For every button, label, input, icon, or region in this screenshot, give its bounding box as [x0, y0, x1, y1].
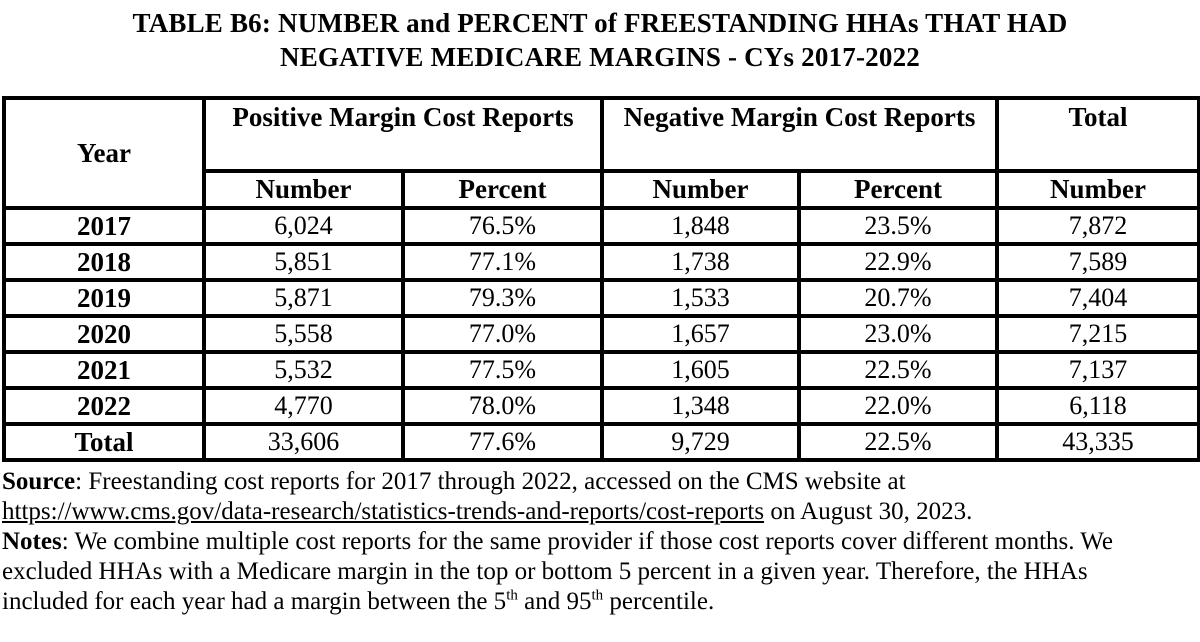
table-row-2022: 2022 4,770 78.0% 1,348 22.0% 6,118 [2, 386, 1200, 426]
source-line-1: Source: Freestanding cost reports for 20… [2, 467, 1200, 497]
neg-percent-cell: 22.5% [797, 350, 1000, 390]
subheader-positive-percent: Percent [400, 169, 605, 210]
notes-text-3c: percentile. [603, 588, 715, 615]
notes-text-1: : We combine multiple cost reports for t… [61, 528, 1113, 555]
pos-number-cell: 4,770 [202, 386, 405, 426]
subheader-total-number: Number [995, 169, 1200, 210]
pos-number-cell: 5,532 [202, 350, 405, 390]
pos-number-cell: 5,871 [202, 278, 405, 318]
year-cell: 2018 [2, 242, 206, 282]
total-number-cell: 7,137 [995, 350, 1200, 390]
pos-percent-cell: 77.1% [400, 242, 605, 282]
notes-text-3a: included for each year had a margin betw… [2, 588, 507, 615]
table-row-2018: 2018 5,851 77.1% 1,738 22.9% 7,589 [2, 242, 1200, 282]
neg-number-cell: 9,729 [600, 422, 802, 462]
neg-number-cell: 1,533 [600, 278, 802, 318]
notes-text-2: excluded HHAs with a Medicare margin in … [2, 558, 1088, 585]
notes-superscript-5th: th [506, 587, 518, 604]
pos-percent-cell: 77.5% [400, 350, 605, 390]
table-title: TABLE B6: NUMBER and PERCENT of FREESTAN… [0, 0, 1200, 74]
notes-line-3: included for each year had a margin betw… [2, 587, 1200, 617]
neg-percent-cell: 20.7% [797, 278, 1000, 318]
pos-number-cell: 6,024 [202, 206, 405, 246]
notes-line-2: excluded HHAs with a Medicare margin in … [2, 557, 1200, 587]
pos-percent-cell: 77.6% [400, 422, 605, 462]
source-line-2: https://www.cms.gov/data-research/statis… [2, 497, 1200, 527]
neg-number-cell: 1,657 [600, 314, 802, 354]
total-number-cell: 7,872 [995, 206, 1200, 246]
subheader-negative-percent: Percent [797, 169, 1000, 210]
total-number-cell: 7,404 [995, 278, 1200, 318]
neg-percent-cell: 22.9% [797, 242, 1000, 282]
table-row-2020: 2020 5,558 77.0% 1,657 23.0% 7,215 [2, 314, 1200, 354]
header-sub-row: Number Percent Number Percent Number [4, 169, 1200, 210]
source-access-date: on August 30, 2023. [764, 498, 973, 525]
neg-percent-cell: 22.0% [797, 386, 1000, 426]
neg-percent-cell: 23.5% [797, 206, 1000, 246]
neg-number-cell: 1,348 [600, 386, 802, 426]
neg-percent-cell: 23.0% [797, 314, 1000, 354]
total-number-cell: 6,118 [995, 386, 1200, 426]
column-group-positive-margin: Positive Margin Cost Reports [201, 96, 605, 173]
neg-number-cell: 1,848 [600, 206, 802, 246]
total-number-cell: 43,335 [995, 422, 1200, 462]
notes-superscript-95th: th [591, 587, 604, 604]
year-cell: 2022 [2, 386, 206, 426]
notes-text-3b: and 95 [517, 588, 592, 615]
pos-number-cell: 5,851 [202, 242, 405, 282]
pos-number-cell: 5,558 [202, 314, 405, 354]
year-cell: 2020 [2, 314, 206, 354]
neg-number-cell: 1,605 [600, 350, 802, 390]
year-cell: 2017 [2, 206, 206, 246]
pos-percent-cell: 78.0% [400, 386, 605, 426]
pos-percent-cell: 77.0% [400, 314, 605, 354]
table-row-2017: 2017 6,024 76.5% 1,848 23.5% 7,872 [2, 206, 1200, 246]
footer-notes: Source: Freestanding cost reports for 20… [2, 467, 1200, 617]
pos-percent-cell: 79.3% [400, 278, 605, 318]
source-text: : Freestanding cost reports for 2017 thr… [75, 468, 906, 495]
pos-number-cell: 33,606 [202, 422, 405, 462]
neg-percent-cell: 22.5% [797, 422, 1000, 462]
notes-line-1: Notes: We combine multiple cost reports … [2, 527, 1200, 557]
subheader-negative-number: Number [600, 169, 802, 210]
cms-cost-reports-link[interactable]: https://www.cms.gov/data-research/statis… [2, 498, 765, 525]
total-number-cell: 7,215 [995, 314, 1200, 354]
subheader-positive-number: Number [202, 169, 405, 210]
notes-label: Notes [2, 528, 62, 555]
header-group-row: Year Positive Margin Cost Reports Negati… [2, 96, 1200, 210]
column-group-negative-margin: Negative Margin Cost Reports [600, 96, 1000, 173]
table-row-2019: 2019 5,871 79.3% 1,533 20.7% 7,404 [2, 278, 1200, 318]
column-header-year: Year [2, 96, 206, 210]
table-row-total: Total 33,606 77.6% 9,729 22.5% 43,335 [2, 422, 1200, 462]
column-group-total: Total [995, 96, 1200, 173]
title-line-1: TABLE B6: NUMBER and PERCENT of FREESTAN… [132, 8, 1068, 38]
year-cell: 2021 [2, 350, 206, 390]
table-row-2021: 2021 5,532 77.5% 1,605 22.5% 7,137 [2, 350, 1200, 390]
neg-number-cell: 1,738 [600, 242, 802, 282]
margins-table: Year Positive Margin Cost Reports Negati… [2, 96, 1200, 462]
title-line-2: NEGATIVE MEDICARE MARGINS - CYs 2017-202… [280, 42, 920, 72]
year-cell: 2019 [2, 278, 206, 318]
source-label: Source [2, 468, 76, 495]
pos-percent-cell: 76.5% [400, 206, 605, 246]
total-number-cell: 7,589 [995, 242, 1200, 282]
year-cell: Total [2, 422, 206, 462]
